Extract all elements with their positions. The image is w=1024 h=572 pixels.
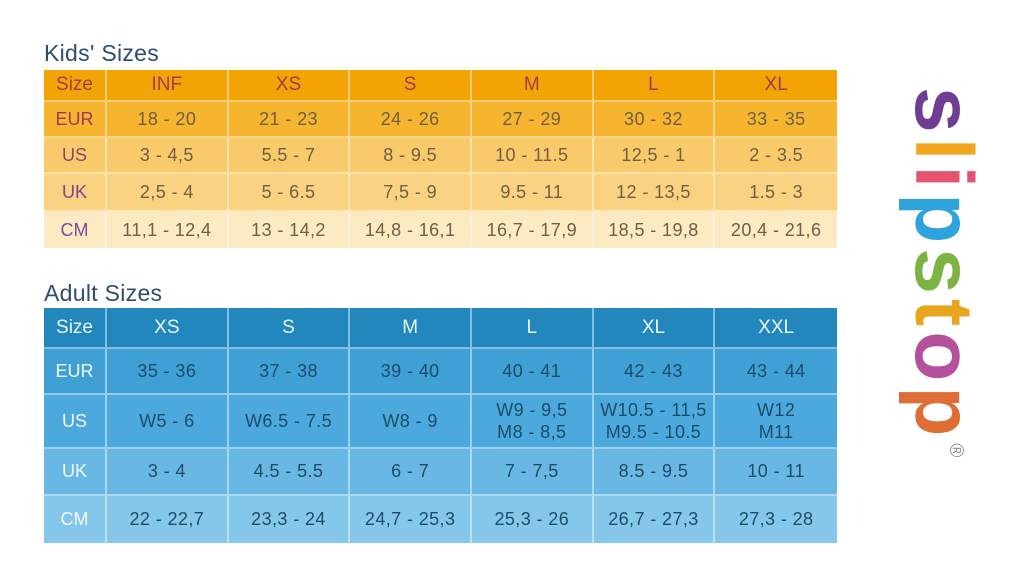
kids-value-cell: 12 - 13,5	[593, 174, 716, 212]
logo-letter-t: t	[898, 298, 989, 332]
kids-column-header: XL	[715, 70, 837, 102]
kids-value-cell: 12,5 - 1	[593, 138, 716, 174]
kids-value-cell: 5 - 6.5	[228, 174, 351, 212]
adult-value-cell: W6.5 - 7.5	[228, 395, 351, 449]
adult-row-label: US	[44, 395, 107, 449]
kids-value-cell: 21 - 23	[228, 102, 351, 138]
adult-row-eur: EUR 35 - 36 37 - 38 39 - 40 40 - 41 42 - 43 43…	[44, 349, 837, 395]
kids-value-cell: 13 - 14,2	[228, 212, 351, 248]
kids-row-label: US	[44, 138, 107, 174]
kids-sizes-table: Size INF XS S M L XL EUR 18 - 20 21 - 23 24 - 26 27…	[44, 70, 837, 248]
logo-letter-i: i	[898, 165, 989, 194]
slipstop-logo: slipstop®	[898, 87, 1003, 458]
kids-value-cell: 20,4 - 21,6	[715, 212, 837, 248]
kids-row-cm: CM 11,1 - 12,4 13 - 14,2 14,8 - 16,1 16,7 - …	[44, 212, 837, 248]
kids-value-cell: 11,1 - 12,4	[107, 212, 229, 248]
kids-column-header: S	[350, 70, 472, 102]
adult-value-cell: 22 - 22,7	[107, 496, 229, 543]
adult-value-cell: 42 - 43	[593, 349, 716, 395]
adult-value-cell: 39 - 40	[350, 349, 472, 395]
logo-letter-p: p	[898, 386, 989, 442]
kids-value-cell: 30 - 32	[593, 102, 716, 138]
kids-value-cell: 3 - 4,5	[107, 138, 229, 174]
adult-column-header: M	[350, 308, 472, 349]
kids-column-header: XS	[228, 70, 351, 102]
adult-value-cell: 40 - 41	[471, 349, 594, 395]
adult-value-cell: 26,7 - 27,3	[593, 496, 716, 543]
adult-value-cell: 8.5 - 9.5	[593, 449, 716, 496]
adult-value-cell: 37 - 38	[228, 349, 351, 395]
adult-value-cell: 43 - 44	[715, 349, 837, 395]
kids-value-cell: 14,8 - 16,1	[350, 212, 472, 248]
adult-value-cell: 4.5 - 5.5	[228, 449, 351, 496]
adult-value-cell: 25,3 - 26	[471, 496, 594, 543]
kids-column-header: M	[471, 70, 594, 102]
logo-letter-l: l	[898, 137, 989, 166]
adult-value-cell: 3 - 4	[107, 449, 229, 496]
kids-value-cell: 27 - 29	[471, 102, 594, 138]
slipstop-logo-text: slipstop	[898, 87, 989, 441]
kids-value-cell: 2 - 3.5	[715, 138, 837, 174]
kids-column-header: INF	[107, 70, 229, 102]
kids-row-label: CM	[44, 212, 107, 248]
logo-letter-o: o	[898, 331, 989, 387]
kids-row-label: UK	[44, 174, 107, 212]
adult-value-cell: W10.5 - 11,5 M9.5 - 10.5	[593, 395, 716, 449]
adult-column-header: XS	[107, 308, 229, 349]
adult-column-header: XL	[593, 308, 716, 349]
kids-row-eur: EUR 18 - 20 21 - 23 24 - 26 27 - 29 30 - 32 33…	[44, 102, 837, 138]
adult-column-header: L	[471, 308, 594, 349]
adult-value-cell: W8 - 9	[350, 395, 472, 449]
kids-value-cell: 18,5 - 19,8	[593, 212, 716, 248]
adult-size-corner-header: Size	[44, 308, 107, 349]
adult-value-cell: W9 - 9,5 M8 - 8,5	[471, 395, 594, 449]
kids-value-cell: 8 - 9.5	[350, 138, 472, 174]
adult-value-cell: 10 - 11	[715, 449, 837, 496]
logo-letter-s: s	[898, 248, 989, 299]
kids-value-cell: 10 - 11.5	[471, 138, 594, 174]
adult-value-cell: 35 - 36	[107, 349, 229, 395]
kids-value-cell: 2,5 - 4	[107, 174, 229, 212]
registered-trademark-icon: ®	[945, 443, 966, 458]
adult-row-label: EUR	[44, 349, 107, 395]
kids-column-header: L	[593, 70, 716, 102]
kids-value-cell: 18 - 20	[107, 102, 229, 138]
adult-value-cell: W5 - 6	[107, 395, 229, 449]
adult-sizes-table: Size XS S M L XL XXL EUR 35 - 36 37 - 38 39 - 40 40…	[44, 308, 837, 543]
kids-value-cell: 24 - 26	[350, 102, 472, 138]
adult-value-cell: 23,3 - 24	[228, 496, 351, 543]
adult-value-cell: W12 M11	[715, 395, 837, 449]
kids-value-cell: 33 - 35	[715, 102, 837, 138]
adult-value-cell: 6 - 7	[350, 449, 472, 496]
adult-value-cell: 24,7 - 25,3	[350, 496, 472, 543]
kids-size-corner-header: Size	[44, 70, 107, 102]
logo-letter-p: p	[898, 193, 989, 249]
adult-row-us: US W5 - 6 W6.5 - 7.5 W8 - 9 W9 - 9,5 M8 - 8,…	[44, 395, 837, 449]
kids-value-cell: 1.5 - 3	[715, 174, 837, 212]
adult-row-cm: CM 22 - 22,7 23,3 - 24 24,7 - 25,3 25,3 - 26…	[44, 496, 837, 543]
adult-row-label: CM	[44, 496, 107, 543]
kids-value-cell: 9.5 - 11	[471, 174, 594, 212]
adult-sizes-title: Adult Sizes	[44, 280, 163, 306]
adult-value-cell: 27,3 - 28	[715, 496, 837, 543]
adult-column-header: XXL	[715, 308, 837, 349]
adult-header-row: Size XS S M L XL XXL	[44, 308, 837, 349]
adult-value-cell: 7 - 7,5	[471, 449, 594, 496]
kids-value-cell: 5.5 - 7	[228, 138, 351, 174]
kids-value-cell: 16,7 - 17,9	[471, 212, 594, 248]
adult-column-header: S	[228, 308, 351, 349]
logo-letter-s: s	[898, 87, 989, 138]
kids-row-label: EUR	[44, 102, 107, 138]
kids-header-row: Size INF XS S M L XL	[44, 70, 837, 102]
kids-sizes-title: Kids' Sizes	[44, 40, 160, 66]
adult-row-label: UK	[44, 449, 107, 496]
kids-value-cell: 7,5 - 9	[350, 174, 472, 212]
